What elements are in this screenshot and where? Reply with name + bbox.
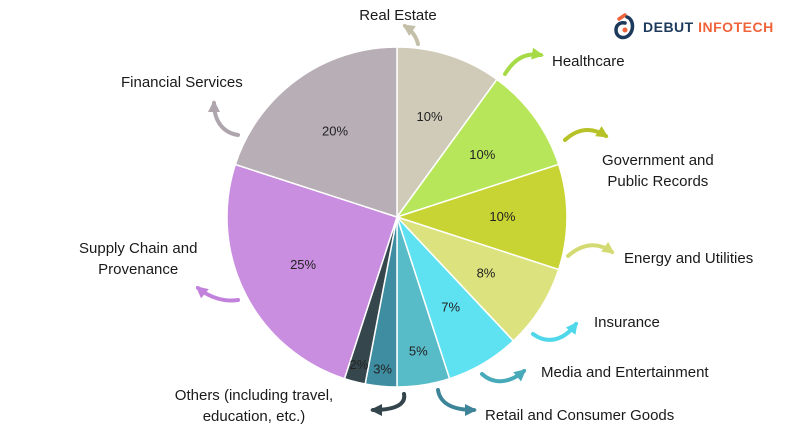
category-label-others-including-travel-education-etc: Others (including travel, education, etc.… bbox=[175, 387, 333, 425]
category-label-real-estate: Real Estate bbox=[359, 7, 437, 24]
brand-name-part1: DEBUT bbox=[643, 19, 694, 35]
slice-value-label: 7% bbox=[441, 300, 460, 315]
arrow-head-icon bbox=[565, 321, 578, 335]
category-label-healthcare: Healthcare bbox=[552, 53, 625, 70]
category-label-energy-and-utilities: Energy and Utilities bbox=[624, 250, 753, 267]
category-label-media-and-entertainment: Media and Entertainment bbox=[541, 364, 709, 381]
slice-value-label: 10% bbox=[469, 147, 495, 162]
slice-value-label: 8% bbox=[477, 265, 496, 280]
slice-value-label: 5% bbox=[409, 343, 428, 358]
slice-value-label: 2% bbox=[350, 357, 369, 372]
slice-value-label: 10% bbox=[489, 209, 515, 224]
pie-slice-supply-chain-and-provenance bbox=[226, 163, 398, 380]
arrow-head-icon bbox=[402, 24, 416, 36]
brand-name-part2: INFOTECH bbox=[698, 19, 774, 35]
slice-value-label: 3% bbox=[373, 361, 392, 376]
pie-slice-healthcare bbox=[395, 78, 560, 219]
arrow-head-icon bbox=[531, 47, 544, 60]
category-label-supply-chain-and-provenance: Supply Chain and Provenance bbox=[79, 240, 197, 278]
arrow-head-icon bbox=[513, 369, 527, 382]
brand-logo: DEBUT INFOTECH bbox=[613, 12, 788, 42]
category-label-financial-services: Financial Services bbox=[121, 74, 243, 91]
category-label-insurance: Insurance bbox=[594, 314, 660, 331]
arrow-head-icon bbox=[370, 404, 382, 416]
debut-logo-icon bbox=[614, 13, 635, 40]
category-label-government-and-public-records: Government and Public Records bbox=[602, 152, 714, 190]
pie-slice-government-and-public-records bbox=[394, 163, 568, 271]
arrow-head-icon bbox=[601, 241, 615, 254]
arrow-head-icon bbox=[208, 100, 220, 112]
slice-value-label: 10% bbox=[417, 109, 443, 124]
category-label-retail-and-consumer-goods: Retail and Consumer Goods bbox=[485, 407, 674, 424]
pie-slice-real-estate bbox=[396, 46, 498, 220]
arrow-head-icon bbox=[195, 286, 209, 299]
arrow-head-icon bbox=[465, 404, 477, 416]
pie-slice-financial-services bbox=[234, 46, 398, 219]
slice-value-label: 20% bbox=[322, 124, 348, 139]
arrow-head-icon bbox=[595, 126, 609, 138]
slice-value-label: 25% bbox=[290, 257, 316, 272]
